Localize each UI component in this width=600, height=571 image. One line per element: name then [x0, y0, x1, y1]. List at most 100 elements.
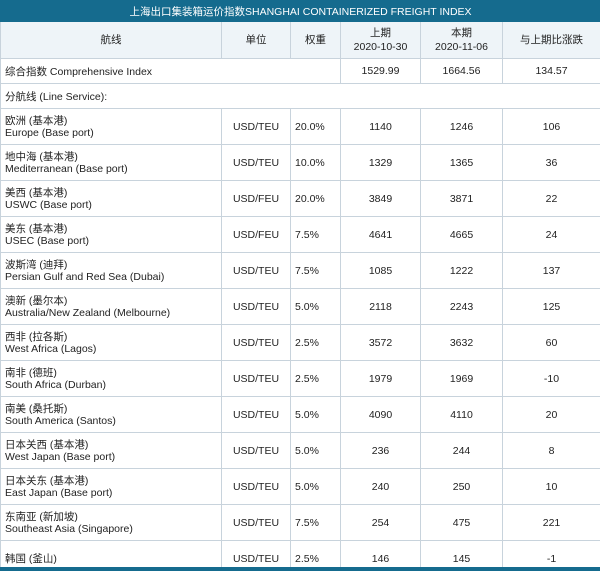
curr-value-cell: 1222	[420, 252, 503, 289]
curr-value-cell: 244	[420, 432, 503, 469]
change-cell: 221	[501, 504, 600, 541]
composite-label: 综合指数 Comprehensive Index	[0, 58, 341, 84]
route-name-zh: 美西 (基本港)	[5, 186, 68, 199]
route-cell: 南非 (德班) South Africa (Durban)	[0, 360, 222, 397]
composite-change: 134.57	[501, 58, 600, 84]
table-row: 美东 (基本港) USEC (Base port) USD/FEU 7.5% 4641 4…	[0, 216, 600, 253]
table-row: 西非 (拉各斯) West Africa (Lagos) USD/TEU 2.5% 35…	[0, 324, 600, 361]
route-name-en: Mediterranean (Base port)	[5, 162, 128, 175]
header-route: 航线	[0, 21, 222, 59]
table-row: 澳新 (墨尔本) Australia/New Zealand (Melbourne…	[0, 288, 600, 325]
route-name-zh: 韩国 (釜山)	[5, 552, 57, 565]
curr-value-cell: 475	[420, 504, 503, 541]
weight-cell: 7.5%	[290, 504, 341, 541]
curr-value-cell: 1246	[420, 108, 503, 145]
table-row: 波斯湾 (迪拜) Persian Gulf and Red Sea (Dubai)…	[0, 252, 600, 289]
weight-cell: 5.0%	[290, 288, 341, 325]
table-row: 东南亚 (新加坡) Southeast Asia (Singapore) USD/T…	[0, 504, 600, 541]
route-name-zh: 美东 (基本港)	[5, 222, 68, 235]
change-cell: 60	[501, 324, 600, 361]
header-prev-date: 2020-10-30	[353, 41, 408, 53]
prev-value-cell: 254	[340, 504, 421, 541]
unit-cell: USD/TEU	[221, 360, 291, 397]
route-name-zh: 日本关东 (基本港)	[5, 474, 89, 487]
change-cell: 137	[501, 252, 600, 289]
unit-cell: USD/TEU	[221, 540, 291, 571]
route-name-en: Europe (Base port)	[5, 126, 94, 139]
bottom-bar	[0, 567, 600, 571]
prev-value-cell: 1085	[340, 252, 421, 289]
route-name-zh: 地中海 (基本港)	[5, 150, 78, 163]
prev-value-cell: 4641	[340, 216, 421, 253]
table-row: 日本关东 (基本港) East Japan (Base port) USD/TEU 5…	[0, 468, 600, 505]
route-name-en: West Africa (Lagos)	[5, 342, 97, 355]
route-name-en: Southeast Asia (Singapore)	[5, 522, 133, 535]
table-row: 美西 (基本港) USWC (Base port) USD/FEU 20.0% 3849…	[0, 180, 600, 217]
curr-value-cell: 2243	[420, 288, 503, 325]
header-current-period: 本期 2020-11-06	[420, 21, 503, 59]
route-name-en: Australia/New Zealand (Melbourne)	[5, 306, 171, 319]
change-cell: 8	[501, 432, 600, 469]
route-cell: 日本关西 (基本港) West Japan (Base port)	[0, 432, 222, 469]
route-name-en: West Japan (Base port)	[5, 450, 116, 463]
header-curr-date: 2020-11-06	[435, 41, 488, 53]
curr-value-cell: 1365	[420, 144, 503, 181]
curr-value-cell: 3632	[420, 324, 503, 361]
route-cell: 澳新 (墨尔本) Australia/New Zealand (Melbourne…	[0, 288, 222, 325]
route-name-en: USWC (Base port)	[5, 198, 92, 211]
change-cell: 10	[501, 468, 600, 505]
table-row: 地中海 (基本港) Mediterranean (Base port) USD/TE…	[0, 144, 600, 181]
composite-prev: 1529.99	[340, 58, 421, 84]
route-cell: 南美 (桑托斯) South America (Santos)	[0, 396, 222, 433]
unit-cell: USD/TEU	[221, 144, 291, 181]
prev-value-cell: 1979	[340, 360, 421, 397]
unit-cell: USD/FEU	[221, 216, 291, 253]
curr-value-cell: 4665	[420, 216, 503, 253]
weight-cell: 2.5%	[290, 324, 341, 361]
change-cell: 22	[501, 180, 600, 217]
unit-cell: USD/TEU	[221, 108, 291, 145]
prev-value-cell: 240	[340, 468, 421, 505]
weight-cell: 10.0%	[290, 144, 341, 181]
route-name-zh: 澳新 (墨尔本)	[5, 294, 68, 307]
section-row: 分航线 (Line Service):	[0, 83, 600, 109]
prev-value-cell: 4090	[340, 396, 421, 433]
header-curr-label: 本期	[451, 27, 472, 39]
composite-curr: 1664.56	[420, 58, 503, 84]
weight-cell: 2.5%	[290, 540, 341, 571]
curr-value-cell: 4110	[420, 396, 503, 433]
route-cell: 东南亚 (新加坡) Southeast Asia (Singapore)	[0, 504, 222, 541]
route-name-zh: 南非 (德班)	[5, 366, 57, 379]
prev-value-cell: 1329	[340, 144, 421, 181]
header-unit: 单位	[221, 21, 291, 59]
weight-cell: 5.0%	[290, 432, 341, 469]
route-cell: 欧洲 (基本港) Europe (Base port)	[0, 108, 222, 145]
header-prev-label: 上期	[370, 27, 391, 39]
table-title: 上海出口集装箱运价指数SHANGHAI CONTAINERIZED FREIGH…	[0, 0, 600, 22]
change-cell: 36	[501, 144, 600, 181]
change-cell: -10	[501, 360, 600, 397]
curr-value-cell: 145	[420, 540, 503, 571]
route-cell: 日本关东 (基本港) East Japan (Base port)	[0, 468, 222, 505]
weight-cell: 7.5%	[290, 216, 341, 253]
table-row: 南美 (桑托斯) South America (Santos) USD/TEU 5.0…	[0, 396, 600, 433]
unit-cell: USD/TEU	[221, 432, 291, 469]
route-name-en: South America (Santos)	[5, 414, 116, 427]
route-name-zh: 南美 (桑托斯)	[5, 402, 68, 415]
table-row: 南非 (德班) South Africa (Durban) USD/TEU 2.5% 1…	[0, 360, 600, 397]
prev-value-cell: 1140	[340, 108, 421, 145]
table-title-row: 上海出口集装箱运价指数SHANGHAI CONTAINERIZED FREIGH…	[0, 0, 600, 22]
header-change: 与上期比涨跌	[501, 21, 600, 59]
unit-cell: USD/FEU	[221, 180, 291, 217]
table-row: 韩国 (釜山) USD/TEU 2.5% 146 145 -1	[0, 540, 600, 571]
change-cell: 24	[501, 216, 600, 253]
route-cell: 美东 (基本港) USEC (Base port)	[0, 216, 222, 253]
route-cell: 地中海 (基本港) Mediterranean (Base port)	[0, 144, 222, 181]
route-cell: 美西 (基本港) USWC (Base port)	[0, 180, 222, 217]
header-weight: 权重	[290, 21, 341, 59]
unit-cell: USD/TEU	[221, 288, 291, 325]
route-name-zh: 日本关西 (基本港)	[5, 438, 89, 451]
change-cell: 20	[501, 396, 600, 433]
route-cell: 西非 (拉各斯) West Africa (Lagos)	[0, 324, 222, 361]
